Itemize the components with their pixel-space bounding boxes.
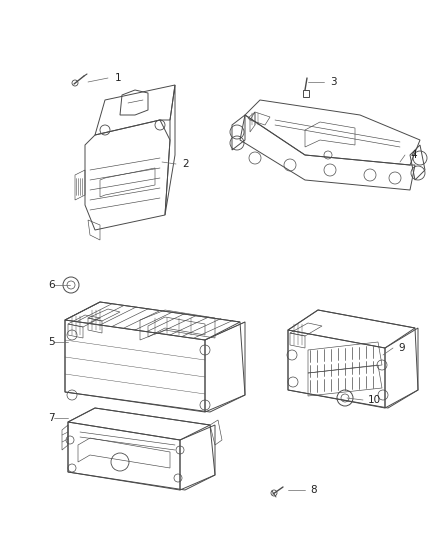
Text: 4: 4: [410, 150, 417, 160]
Text: 3: 3: [330, 77, 337, 87]
Text: 8: 8: [310, 485, 317, 495]
Text: 9: 9: [398, 343, 405, 353]
Text: 1: 1: [115, 73, 122, 83]
Text: 2: 2: [182, 159, 189, 169]
Text: 7: 7: [48, 413, 55, 423]
Text: 10: 10: [368, 395, 381, 405]
Text: 5: 5: [48, 337, 55, 347]
Text: 6: 6: [48, 280, 55, 290]
